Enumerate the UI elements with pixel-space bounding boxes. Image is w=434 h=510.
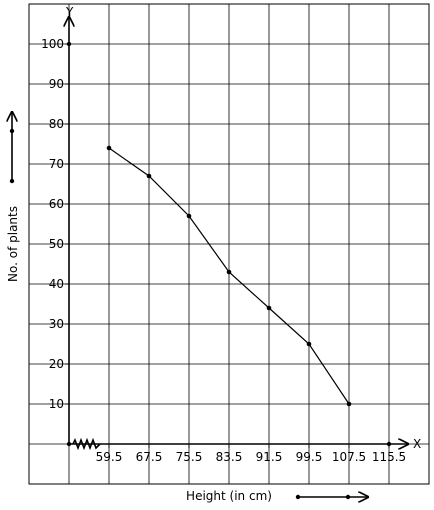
- y-tick-label: 80: [49, 117, 64, 131]
- y-tick-label: 60: [49, 197, 64, 211]
- data-series: [106, 145, 352, 407]
- x-axis-label: Height (in cm): [186, 489, 272, 503]
- y-tick-label: 100: [41, 37, 64, 51]
- tick-labels: 10 20 30 40 50 60 70 80 90 100 59.5 67.5 75.5 83.5 91.…: [41, 37, 406, 464]
- y-tick-label: 40: [49, 277, 64, 291]
- x-tick-label: 99.5: [296, 450, 323, 464]
- data-point: [146, 173, 152, 179]
- y-tick-label: 70: [49, 157, 64, 171]
- y-tick-label: 50: [49, 237, 64, 251]
- origin-dot: [66, 441, 72, 447]
- y-tick-label: 20: [49, 357, 64, 371]
- y-scale-dot: [9, 128, 15, 134]
- y-tick-label: 90: [49, 77, 64, 91]
- x-tick-label: 83.5: [216, 450, 243, 464]
- data-point: [106, 145, 112, 151]
- x-axis-letter: X: [413, 437, 421, 451]
- x-tick-label: 91.5: [256, 450, 283, 464]
- data-point: [306, 341, 312, 347]
- y-scale-dot: [9, 178, 15, 184]
- x-tick-label: 59.5: [96, 450, 123, 464]
- data-point: [346, 401, 352, 407]
- x-scale-dot: [295, 494, 301, 500]
- grid-lines: [28, 3, 430, 485]
- y-axis-label: No. of plants: [6, 206, 20, 282]
- axes: [66, 17, 408, 451]
- x-tick-label: 115.5: [372, 450, 406, 464]
- data-point: [186, 213, 192, 219]
- data-point: [266, 305, 272, 311]
- y-tick-label: 30: [49, 317, 64, 331]
- x-scale-dot: [345, 494, 351, 500]
- x-axis-break: [72, 437, 101, 451]
- x-tick-label: 107.5: [332, 450, 366, 464]
- data-point: [226, 269, 232, 275]
- y-axis-letter: Y: [65, 5, 74, 19]
- x-tick-label: 75.5: [176, 450, 203, 464]
- scale-arrows: [10, 112, 368, 499]
- y-tick-label: 10: [49, 397, 64, 411]
- x-tick-label: 67.5: [136, 450, 163, 464]
- x-end-dot: [386, 441, 392, 447]
